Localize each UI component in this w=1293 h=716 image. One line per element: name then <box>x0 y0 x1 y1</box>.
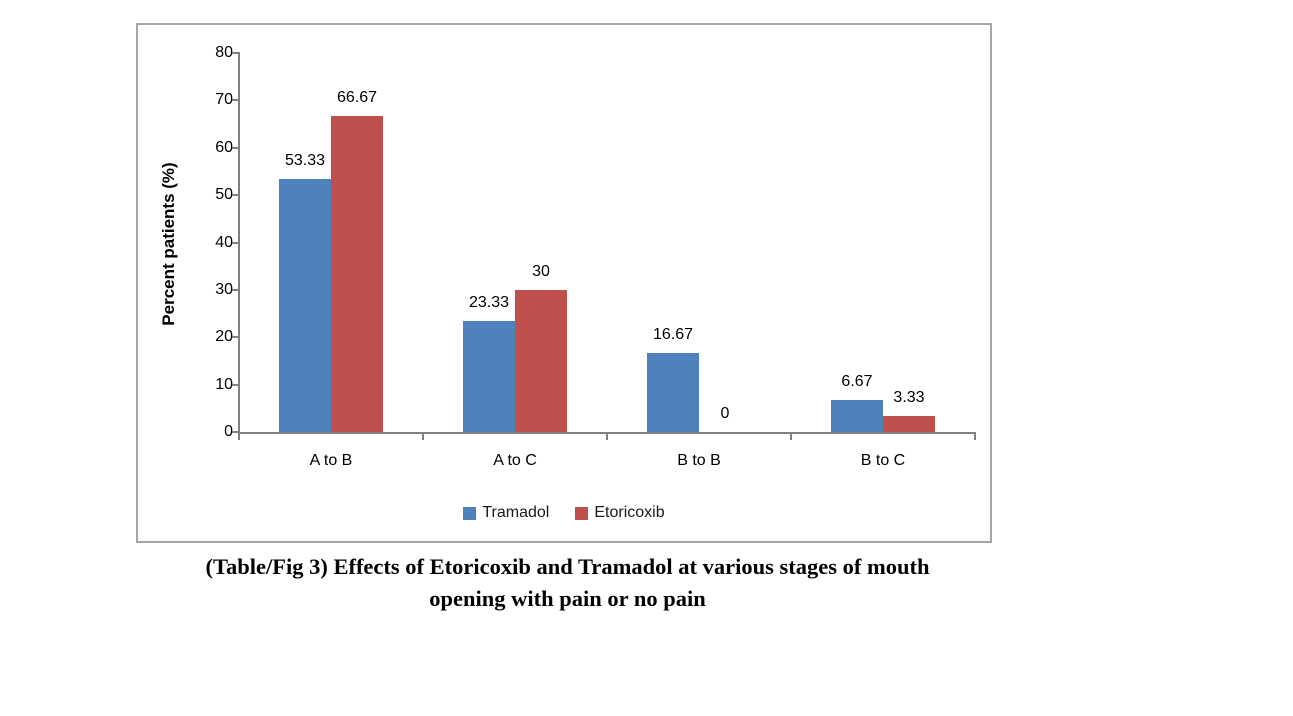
bar-tramadol-3 <box>831 400 883 432</box>
x-tick-mark <box>974 434 976 440</box>
legend-item-tramadol: Tramadol <box>463 504 549 522</box>
y-tick-mark <box>232 383 238 386</box>
y-tick-mark <box>232 288 238 291</box>
bar-value-label: 23.33 <box>468 294 510 312</box>
bar-tramadol-2 <box>647 353 699 432</box>
legend-label: Etoricoxib <box>594 504 665 521</box>
bar-etoricoxib-1 <box>515 289 567 432</box>
x-category-label: B to B <box>677 452 721 469</box>
bar-value-label: 30 <box>532 262 550 280</box>
x-category-label: A to B <box>309 452 353 469</box>
bar-value-label: 66.67 <box>336 89 378 107</box>
x-tick-mark <box>606 434 608 440</box>
y-tick-label: 20 <box>215 328 233 346</box>
y-tick-mark <box>232 194 238 197</box>
bar-tramadol-0 <box>279 179 331 432</box>
bar-value-label: 0 <box>720 405 730 422</box>
y-tick-mark <box>232 336 238 339</box>
bar-value-label: 16.67 <box>652 326 694 344</box>
legend: Tramadol Etoricoxib <box>138 504 990 522</box>
bar-etoricoxib-0 <box>331 116 383 432</box>
x-tick-mark <box>238 434 240 440</box>
y-tick-label: 10 <box>215 375 233 393</box>
y-tick-label: 40 <box>215 233 233 251</box>
y-tick-label: 80 <box>215 44 233 61</box>
x-category-label: B to C <box>860 452 906 469</box>
legend-label: Tramadol <box>482 504 550 521</box>
bar-etoricoxib-3 <box>883 416 935 432</box>
x-tick-mark <box>790 434 792 440</box>
bar-value-label: 3.33 <box>893 389 925 407</box>
y-tick-label: 70 <box>215 91 233 109</box>
y-tick-mark <box>232 99 238 102</box>
bar-value-label: 6.67 <box>841 373 873 391</box>
y-tick-label: 30 <box>215 280 233 298</box>
y-tick-label: 0 <box>224 423 233 440</box>
chart-frame: Percent patients (%) Tramadol Etoricoxib … <box>136 23 992 543</box>
figure-caption: (Table/Fig 3) Effects of Etoricoxib and … <box>0 551 1135 615</box>
x-category-label: A to C <box>493 452 537 469</box>
legend-item-etoricoxib: Etoricoxib <box>575 504 665 522</box>
legend-swatch-icon <box>463 506 477 520</box>
x-tick-mark <box>422 434 424 440</box>
y-tick-label: 50 <box>215 186 233 204</box>
figure-caption-line2: opening with pain or no pain <box>429 586 706 611</box>
legend-swatch-icon <box>575 506 589 520</box>
y-tick-mark <box>232 52 238 54</box>
y-axis-line <box>238 52 240 434</box>
bar-value-label: 53.33 <box>284 152 326 170</box>
y-tick-mark <box>232 146 238 149</box>
bar-tramadol-1 <box>463 321 515 432</box>
y-tick-label: 60 <box>215 138 233 156</box>
figure-caption-line1: (Table/Fig 3) Effects of Etoricoxib and … <box>205 554 930 579</box>
y-tick-mark <box>232 431 238 433</box>
y-tick-mark <box>232 241 238 244</box>
x-axis-line <box>238 432 976 434</box>
